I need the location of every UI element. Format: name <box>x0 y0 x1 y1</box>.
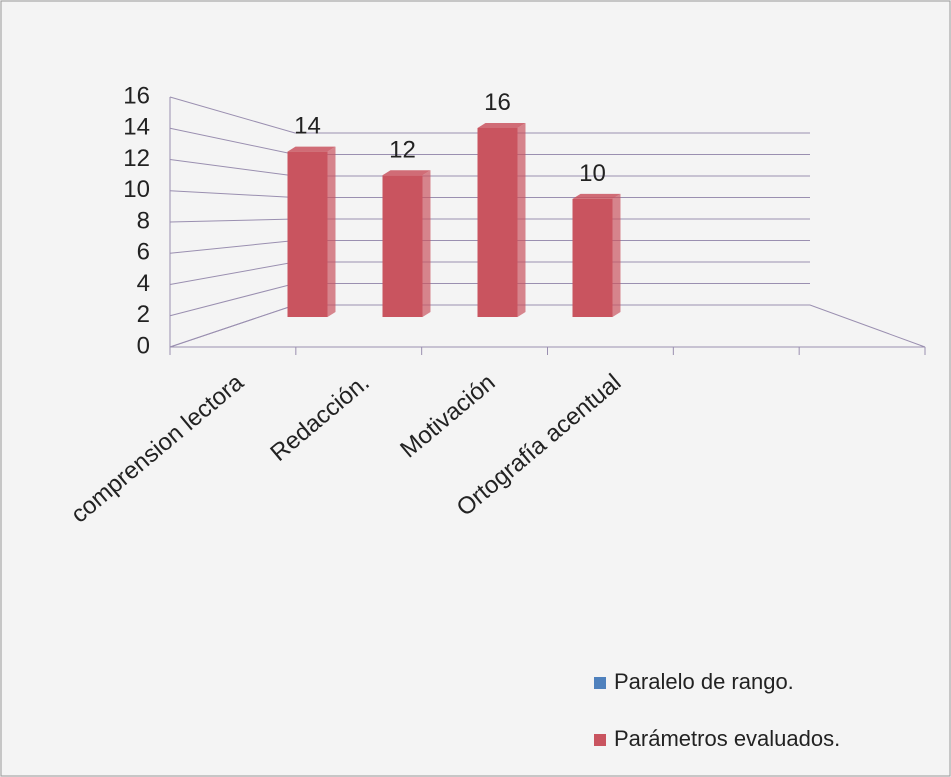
legend-label: Paralelo de rango. <box>614 669 794 694</box>
grid-line <box>169 96 810 134</box>
data-label: 14 <box>294 113 321 140</box>
y-tick-label: 6 <box>137 239 150 266</box>
bar-face <box>572 198 613 317</box>
bar-face <box>612 193 621 317</box>
legend-label: Parámetros evaluados. <box>614 726 840 751</box>
y-tick-label: 12 <box>123 145 150 172</box>
bar-face <box>382 170 431 176</box>
bar-face <box>477 128 518 317</box>
y-tick-label: 14 <box>123 114 150 141</box>
y-tick-label: 2 <box>137 301 150 328</box>
bar-face <box>327 146 336 317</box>
bar-face <box>572 193 621 199</box>
y-tick-label: 8 <box>137 207 150 234</box>
bar-face <box>477 123 526 128</box>
data-label: 12 <box>389 136 416 163</box>
bar-face <box>287 146 336 152</box>
legend-swatch <box>594 734 606 746</box>
bar <box>477 123 526 317</box>
data-label: 16 <box>484 89 511 116</box>
y-tick-label: 0 <box>137 332 150 359</box>
bar <box>572 193 621 317</box>
y-tick-label: 4 <box>137 270 150 297</box>
y-tick-label: 10 <box>123 176 150 203</box>
bar <box>382 170 431 317</box>
bar-face <box>422 170 431 317</box>
bar <box>287 146 336 317</box>
data-label: 10 <box>579 160 606 187</box>
bar-face <box>287 151 328 317</box>
bar-face <box>517 123 526 317</box>
y-tick-label: 16 <box>123 82 150 109</box>
legend-swatch <box>594 677 606 689</box>
bar-face <box>382 175 423 317</box>
